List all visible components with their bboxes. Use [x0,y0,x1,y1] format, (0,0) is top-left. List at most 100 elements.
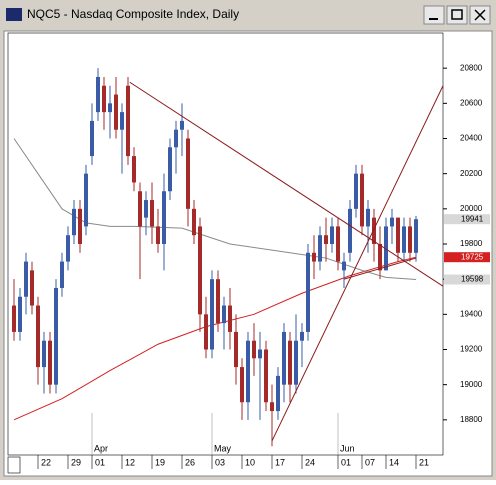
candle-body [234,331,238,368]
candle-body [150,200,154,227]
month-label: May [214,443,232,453]
x-tick-label: 10 [245,457,255,467]
candle-body [18,296,22,332]
candle-body [264,349,268,403]
moving-average [13,138,417,281]
candle-body [390,217,394,227]
close-button[interactable] [469,5,491,25]
app-icon [6,8,22,21]
candle-body [168,147,172,192]
price-marker-label: 19725 [461,252,484,261]
x-tick-label: 19 [155,457,165,467]
x-tick-label: 07 [365,457,375,467]
candle-body [72,208,76,236]
candle-body [126,85,130,157]
candle-body [114,94,118,130]
trendline [129,81,444,287]
candle-body [156,226,160,244]
candle-body [282,331,286,385]
trendline [343,257,417,280]
candle-body [300,331,304,341]
candle-body [24,261,28,297]
candle-body [216,279,220,324]
candle-body [174,129,178,148]
maximize-button[interactable] [446,5,468,25]
candle-body [96,76,100,113]
candle-body [222,305,226,324]
candle-body [12,305,16,332]
price-marker-label: 19598 [461,275,484,284]
x-tick-label: 17 [275,457,285,467]
candle-body [312,252,316,262]
candle-body [180,120,184,130]
candle-body [366,208,370,227]
candle-body [354,173,358,209]
x-tick-label: 12 [125,457,135,467]
candle-body [348,208,352,253]
candle-body [108,103,112,113]
month-label: Jun [340,443,355,453]
candle-body [192,208,196,236]
x-tick-label: 29 [71,457,81,467]
x-tick-label: 01 [341,457,351,467]
candle-body [306,252,310,332]
y-tick-label: 20200 [460,169,483,178]
candle-body [360,173,364,227]
candle-body [162,191,166,244]
candle-body [396,217,400,253]
candle-body [414,219,418,253]
candle-body [198,226,202,315]
candle-body [336,226,340,262]
y-tick-label: 19400 [460,309,483,318]
candle-body [42,340,46,368]
candle-body [204,314,208,350]
candle-body [288,340,292,385]
candle-body [258,349,262,359]
candle-body [66,235,70,262]
candle-body [144,200,148,218]
candle-body [378,244,382,271]
candle-body [132,156,136,183]
candle-body [60,261,64,288]
candle-body [228,305,232,332]
trendline [271,85,444,442]
candle-body [252,340,256,359]
candle-body [102,85,106,113]
candle-body [30,270,34,306]
candle-body [330,226,334,244]
x-tick-label: 03 [215,457,225,467]
x-tick-label: 24 [305,457,315,467]
x-tick-label: 14 [389,457,399,467]
title-bar [2,2,494,28]
candle-body [48,340,52,385]
y-tick-label: 19200 [460,345,483,354]
x-tick-label: 26 [185,457,195,467]
price-marker-label: 19941 [461,214,484,223]
price-marker [444,214,490,225]
month-label: Apr [94,443,108,453]
price-marker [444,274,490,285]
y-tick-label: 19000 [460,380,483,389]
candle-body [54,287,58,385]
candle-body [138,191,142,227]
candle-body [384,226,388,271]
x-tick-label: 21 [419,457,429,467]
scroll-box[interactable] [7,456,21,474]
candle-body [408,226,412,253]
y-tick-label: 20600 [460,98,483,107]
y-tick-label: 19800 [460,239,483,248]
y-tick-label: 18800 [460,415,483,424]
y-tick-label: 20000 [460,204,483,213]
candle-body [342,261,346,271]
candle-body [402,226,406,253]
minimize-button[interactable] [423,5,445,25]
candle-body [84,173,88,227]
candle-body [246,340,250,403]
candle-body [36,305,40,368]
y-tick-label: 20800 [460,63,483,72]
candle-body [276,375,280,412]
candle-body [294,340,298,385]
candle-body [210,279,214,350]
candle-body [324,235,328,244]
candle-body [120,112,124,130]
